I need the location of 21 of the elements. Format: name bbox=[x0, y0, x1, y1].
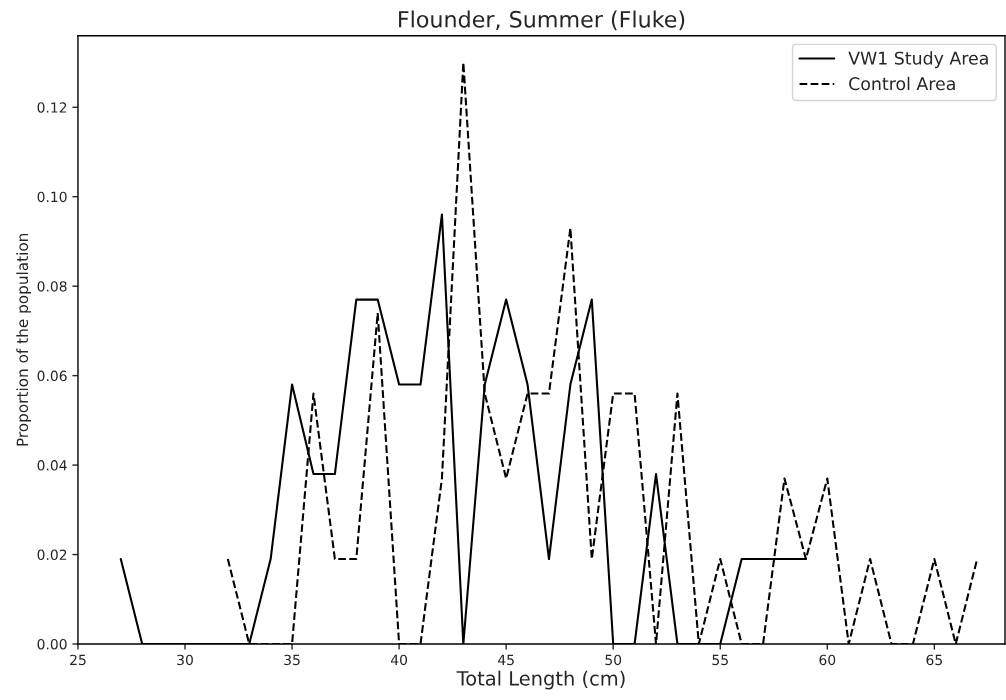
y-tick-label: 0.06 bbox=[37, 370, 67, 382]
x-tick-label: 50 bbox=[605, 654, 622, 666]
x-axis-title: Total Length (cm) bbox=[456, 670, 625, 690]
chart-title: Flounder, Summer (Fluke) bbox=[399, 10, 685, 31]
x-tick-label: 30 bbox=[177, 654, 193, 666]
x-tick-label: 60 bbox=[819, 654, 836, 666]
y-tick-label: 0.04 bbox=[37, 460, 67, 471]
y-tick-label: 0.12 bbox=[37, 102, 67, 113]
y-tick-label: 0.08 bbox=[37, 281, 67, 292]
x-tick-label: 45 bbox=[498, 654, 514, 666]
x-tick-label: 40 bbox=[390, 654, 408, 666]
x-tick-label: 35 bbox=[284, 654, 300, 666]
legend-label: VW1 Study Area bbox=[848, 51, 988, 69]
y-tick-label: 0.10 bbox=[37, 191, 67, 203]
y-axis-title: Proportion of the population bbox=[16, 233, 32, 446]
x-tick-label: 55 bbox=[712, 654, 728, 666]
y-tick-label: 0.00 bbox=[37, 638, 67, 650]
legend-label: Control Area bbox=[849, 76, 955, 91]
x-tick-label: 25 bbox=[70, 654, 86, 666]
y-tick-label: 0.02 bbox=[37, 549, 67, 561]
x-tick-label: 65 bbox=[926, 654, 942, 666]
